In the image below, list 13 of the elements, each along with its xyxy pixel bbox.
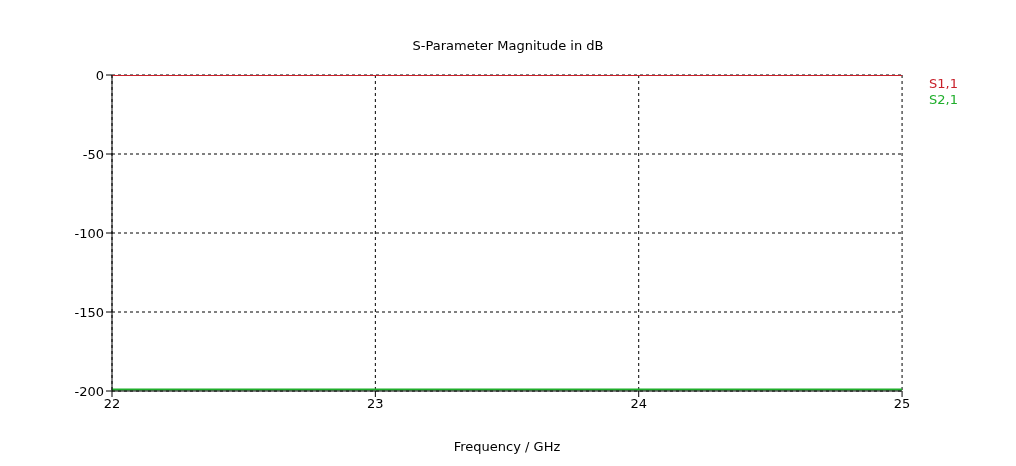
x-tick-label: 23 — [367, 396, 384, 412]
y-tick-label: 0 — [95, 67, 104, 83]
x-axis-title: Frequency / GHz — [453, 439, 561, 454]
y-tick-label: -150 — [74, 304, 104, 320]
y-tick-label: -100 — [74, 225, 104, 241]
x-tick-label: 24 — [630, 396, 647, 412]
x-tick-label: 22 — [103, 396, 121, 412]
x-tick-label: 25 — [893, 396, 911, 412]
chart-title: S-Parameter Magnitude in dB — [411, 38, 605, 53]
text: S2,1 — [929, 92, 958, 108]
y-tick-label: -200 — [74, 383, 104, 399]
y-tick-label: -50 — [82, 146, 104, 162]
text: S1,1 — [929, 76, 958, 92]
